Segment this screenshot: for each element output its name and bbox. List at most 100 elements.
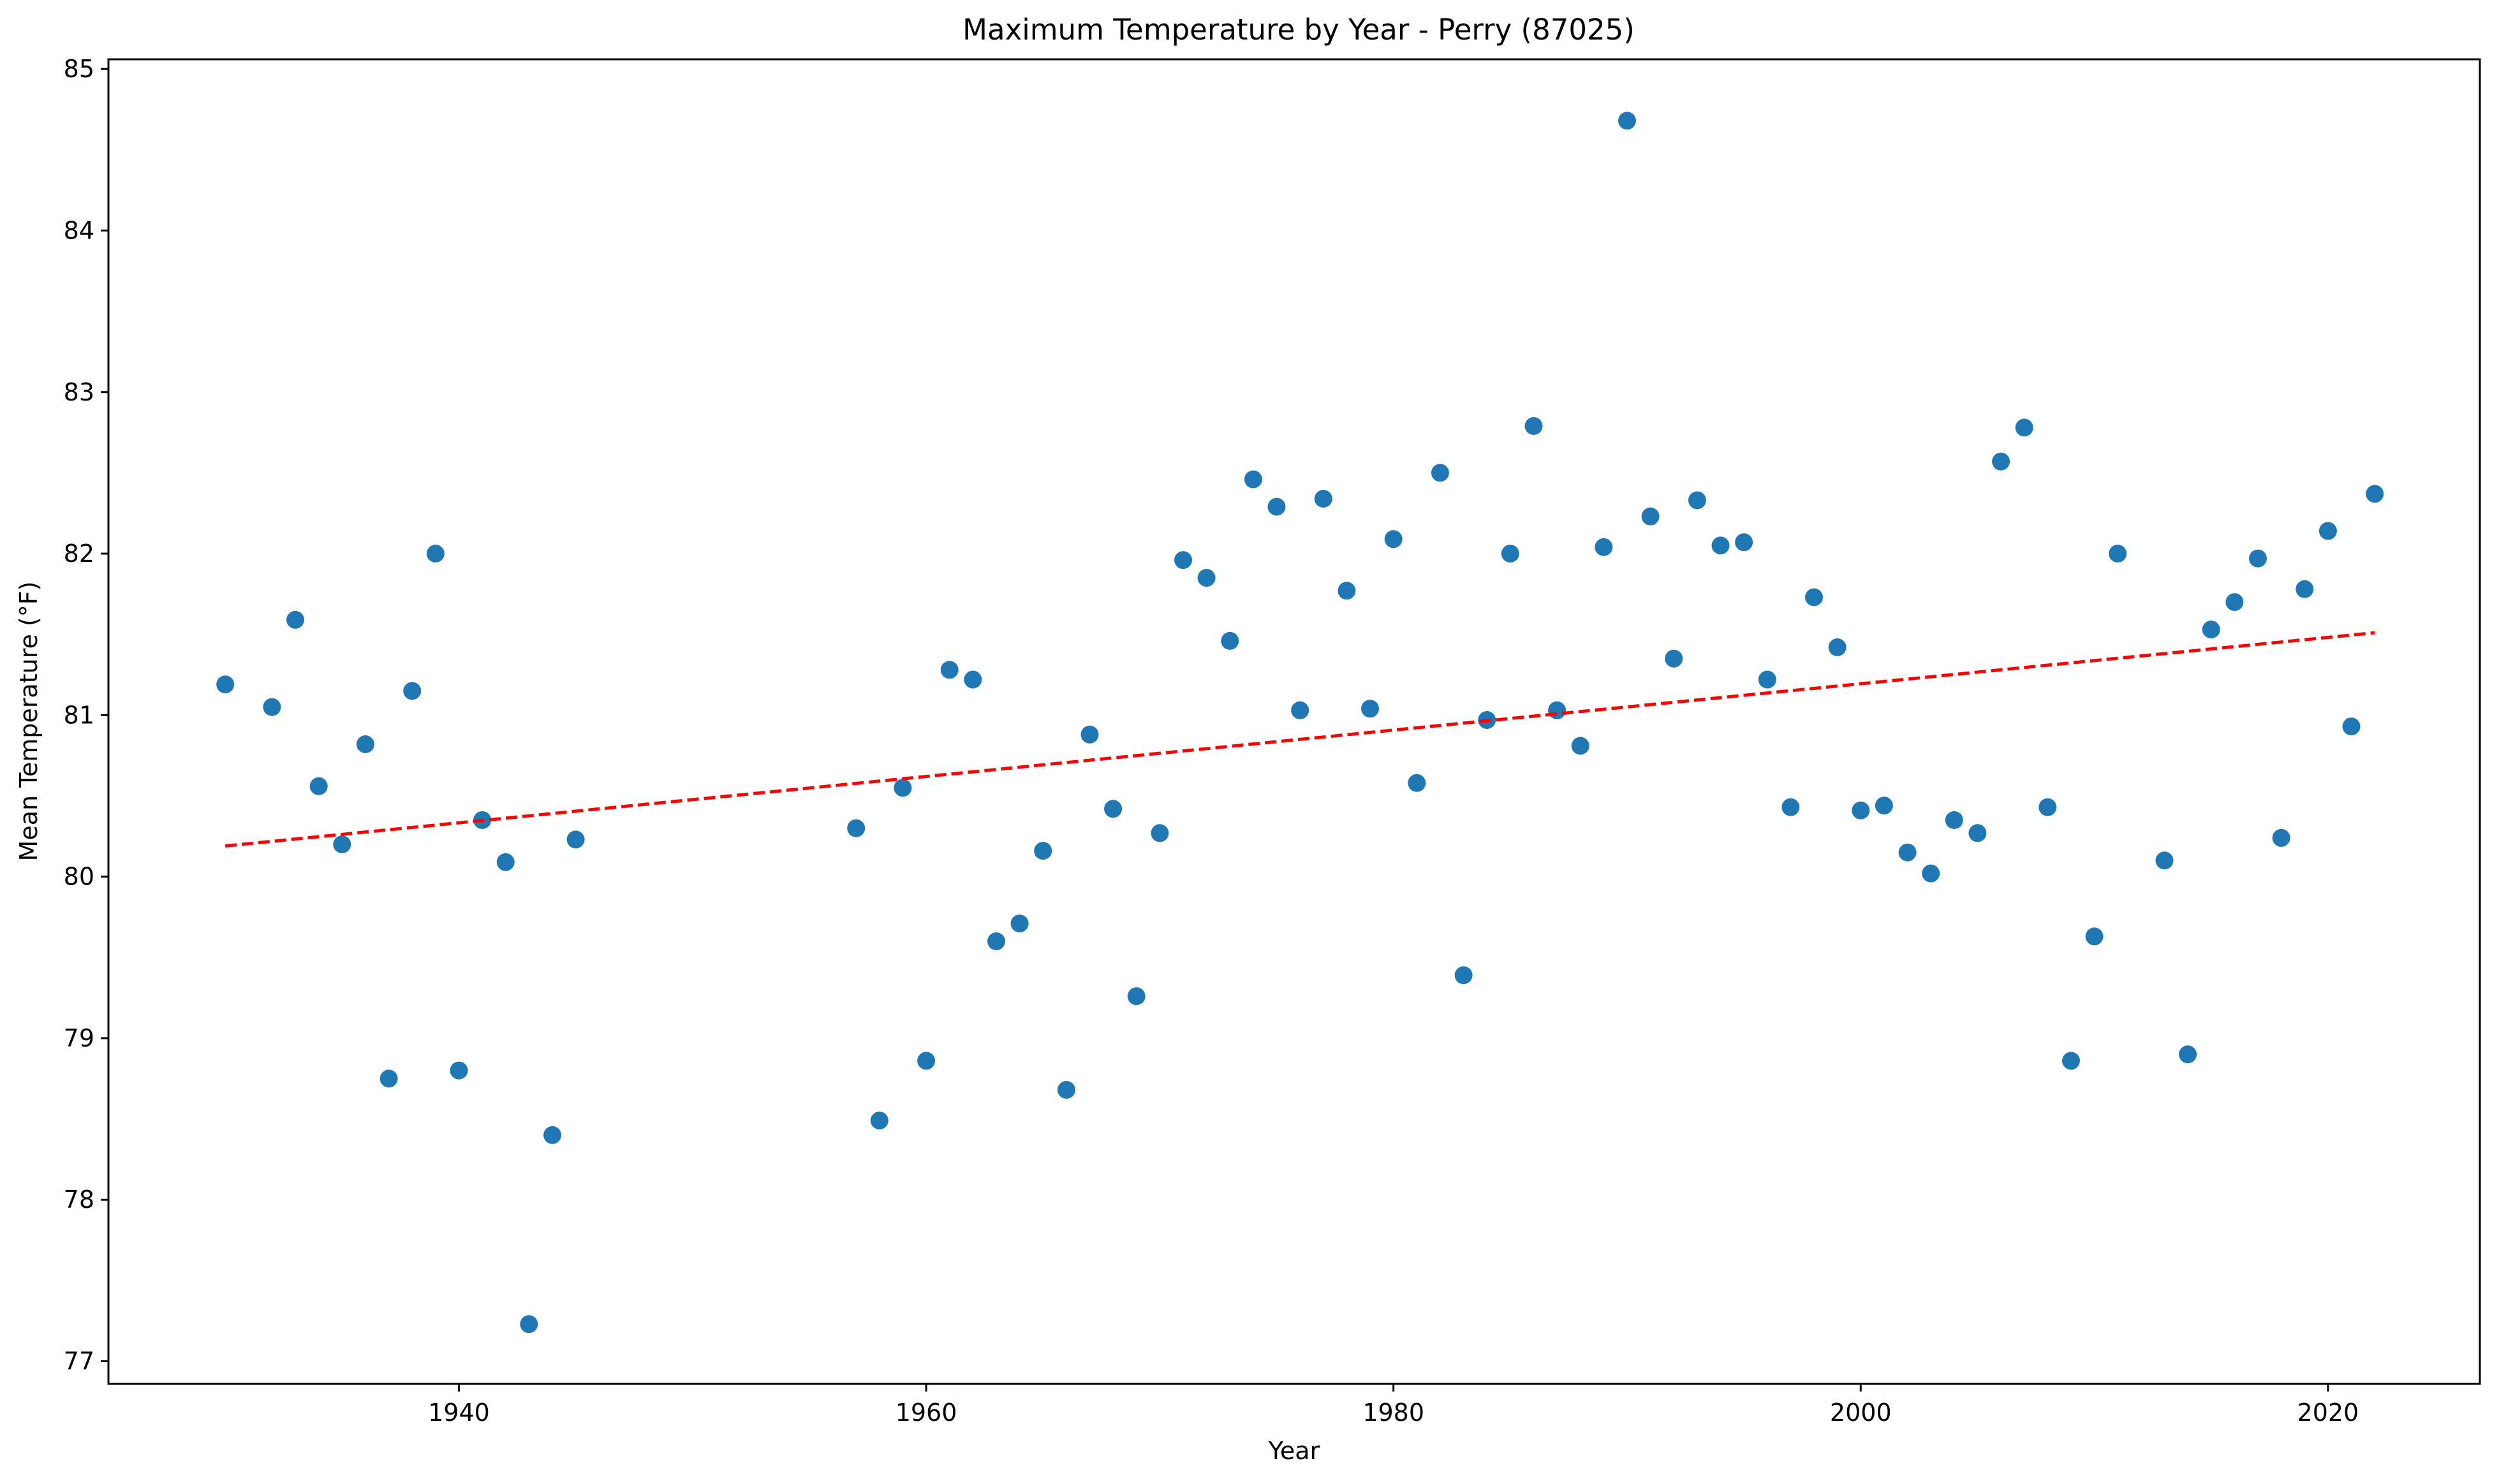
data-point [2015,418,2033,437]
data-point [1408,774,1426,792]
data-point [1548,701,1566,719]
data-point [2318,522,2337,540]
data-points [216,112,2384,1333]
chart-title: Maximum Temperature by Year - Perry (870… [962,13,1635,47]
x-tick-label: 1960 [896,1399,957,1427]
data-point [1454,966,1473,985]
data-point [1221,631,1239,650]
data-point [1361,700,1379,718]
data-point [1127,987,1146,1006]
y-tick-label: 78 [64,1186,94,1214]
data-point [940,661,959,679]
y-tick-label: 84 [64,216,94,244]
data-point [1314,490,1332,508]
data-point [543,1126,561,1144]
y-tick-label: 83 [64,378,94,406]
y-tick-label: 82 [64,540,94,568]
data-point [1922,864,1940,883]
data-point [847,819,866,837]
y-tick-label: 79 [64,1024,94,1052]
data-point [1875,797,1893,815]
data-point [1571,737,1589,755]
data-point [1384,530,1403,548]
data-point [1151,824,1169,842]
data-point [450,1061,468,1080]
data-point [1641,507,1660,525]
data-point [1057,1081,1075,1099]
data-point [2062,1052,2080,1070]
x-tick-label: 1940 [428,1399,490,1427]
data-point [1828,638,1847,656]
data-point [566,830,585,849]
data-point [426,545,445,563]
data-point [1898,843,1917,862]
data-point [2272,828,2290,847]
data-point [2296,580,2314,598]
data-point [964,670,982,689]
data-point [987,932,1005,950]
data-point [356,735,374,753]
data-point [309,777,328,795]
data-point [1010,915,1029,933]
data-point [1291,701,1309,719]
data-point [333,835,351,853]
data-point [2109,545,2127,563]
data-point [1618,112,1636,130]
x-axis-label: Year [1268,1437,1320,1465]
data-point [1968,824,1987,842]
data-point [2085,927,2104,946]
data-point [1174,551,1192,569]
x-tick-label: 1980 [1362,1399,1424,1427]
data-point [1735,533,1753,552]
data-point [1688,491,1706,510]
data-point [520,1315,538,1333]
data-point [1431,464,1449,482]
data-point [286,610,304,629]
x-axis-ticks: 1940 1960 1980 2000 2020 [428,1384,2359,1427]
y-tick-label: 80 [64,863,94,891]
data-point [2179,1045,2197,1064]
data-point [1595,538,1613,556]
data-point [2249,549,2267,568]
data-point [496,853,515,871]
data-point [2038,798,2057,816]
data-point [1338,582,1356,600]
data-point [1781,798,1800,816]
data-point [1524,417,1543,435]
x-tick-label: 2000 [1830,1399,1892,1427]
data-point [380,1069,398,1088]
data-point [2202,621,2220,639]
data-point [1711,536,1730,555]
data-point [870,1112,888,1130]
data-point [1267,497,1286,516]
data-point [1197,569,1216,587]
data-point [263,698,281,716]
data-point [1992,452,2010,471]
data-point [216,675,235,694]
data-point [2155,851,2174,870]
plot-area [107,58,2481,1385]
data-point [917,1052,936,1070]
data-point [2225,593,2244,612]
y-tick-label: 77 [64,1348,94,1376]
data-point [2366,485,2384,503]
data-point [1945,811,1963,829]
data-point [1805,588,1823,606]
y-tick-label: 81 [64,701,94,729]
y-axis-ticks: 77 78 79 80 81 82 83 84 85 [64,55,108,1376]
trend-line [225,631,2375,848]
x-tick-label: 2020 [2297,1399,2359,1427]
data-point [894,779,912,797]
y-axis-label: Mean Temperature (°F) [15,582,43,862]
data-point [1665,649,1683,668]
data-point [1104,800,1123,818]
y-tick-label: 85 [64,55,94,83]
data-point [2342,717,2361,736]
data-point [1034,842,1052,860]
data-point [1080,725,1099,744]
data-point [1758,670,1776,689]
data-point [1852,801,1870,819]
trend-line-layer [225,631,2375,848]
data-point [403,682,422,700]
